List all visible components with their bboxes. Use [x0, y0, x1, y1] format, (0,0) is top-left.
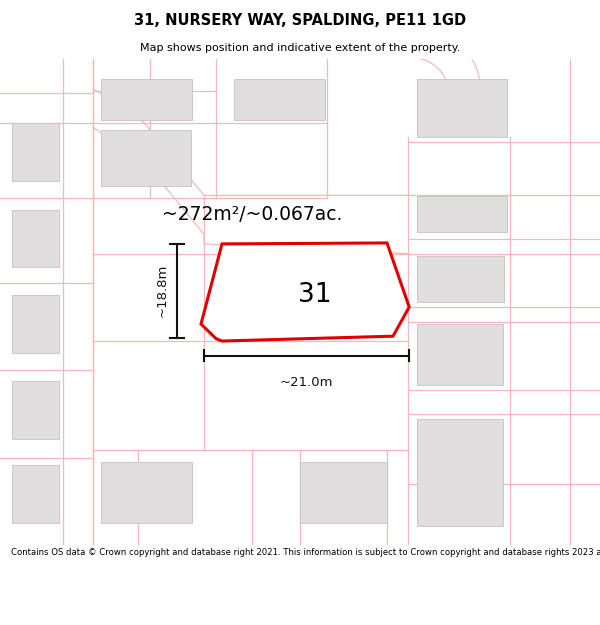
Bar	[417, 196, 507, 232]
Text: Map shows position and indicative extent of the property.: Map shows position and indicative extent…	[140, 42, 460, 52]
Bar	[101, 79, 192, 120]
Polygon shape	[201, 243, 409, 341]
Bar	[417, 419, 503, 526]
Bar	[12, 381, 59, 439]
Bar	[12, 295, 59, 353]
Text: ~272m²/~0.067ac.: ~272m²/~0.067ac.	[162, 205, 343, 224]
Text: ~21.0m: ~21.0m	[280, 376, 334, 389]
Bar	[101, 130, 191, 186]
Bar	[234, 79, 325, 120]
Bar	[417, 79, 507, 137]
Bar	[300, 462, 387, 523]
Text: 31: 31	[298, 282, 332, 308]
Bar	[239, 254, 333, 307]
Bar	[12, 210, 59, 268]
Bar	[12, 465, 59, 523]
Bar	[417, 324, 503, 385]
Bar	[417, 256, 504, 302]
Text: ~18.8m: ~18.8m	[155, 264, 169, 318]
Text: 31, NURSERY WAY, SPALDING, PE11 1GD: 31, NURSERY WAY, SPALDING, PE11 1GD	[134, 13, 466, 28]
Bar	[12, 122, 59, 181]
Text: Contains OS data © Crown copyright and database right 2021. This information is : Contains OS data © Crown copyright and d…	[11, 548, 600, 558]
Bar	[101, 462, 192, 523]
